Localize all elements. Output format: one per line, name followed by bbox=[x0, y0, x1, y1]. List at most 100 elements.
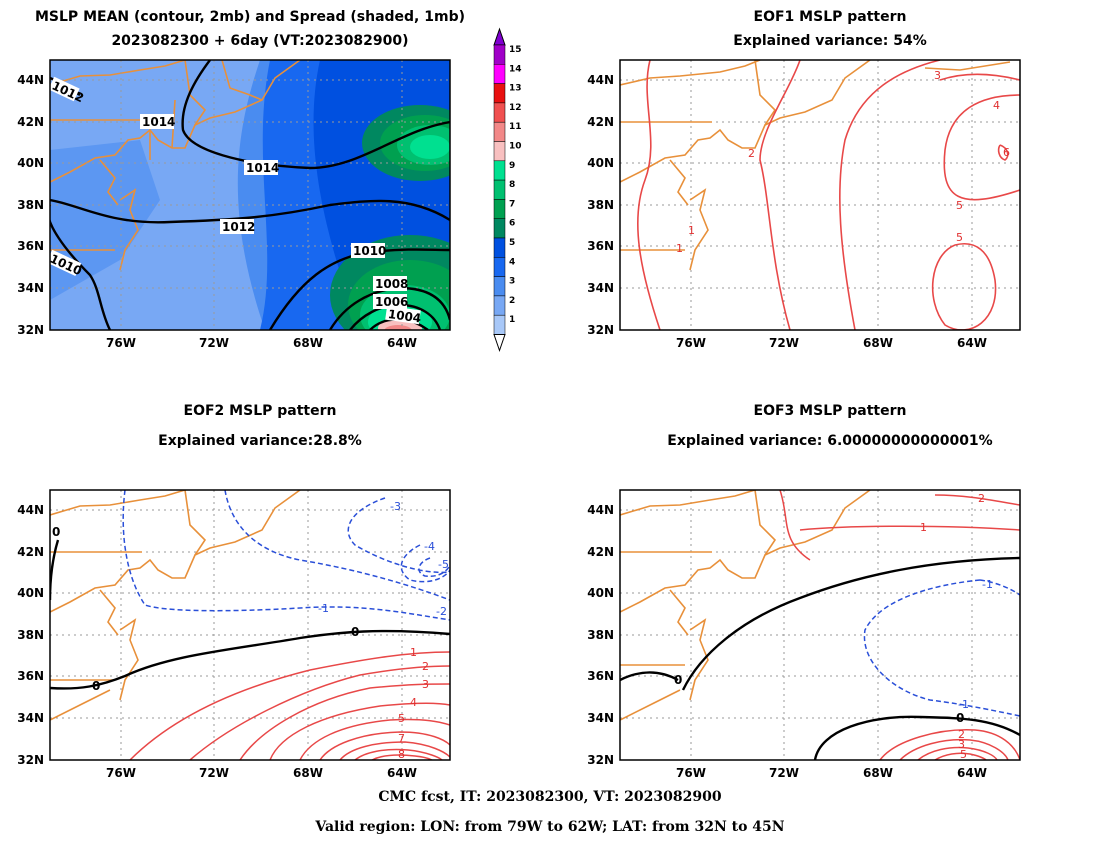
lat-tick: 40N bbox=[587, 586, 614, 600]
contour-label: 1 bbox=[676, 242, 683, 255]
lat-tick: 34N bbox=[587, 281, 614, 295]
lat-tick: 40N bbox=[17, 156, 44, 170]
lon-tick: 64W bbox=[957, 766, 987, 780]
contour-label: 2 bbox=[422, 660, 429, 673]
lat-tick: 42N bbox=[17, 545, 44, 559]
contour-label: 5 bbox=[960, 748, 967, 761]
panel2-title-line1: EOF1 MSLP pattern bbox=[753, 9, 907, 25]
panel1-title-line2: 2023082300 + 6day (VT:2023082900) bbox=[111, 33, 409, 49]
lat-tick: 38N bbox=[587, 198, 614, 212]
panel4-coastlines bbox=[620, 490, 871, 721]
lat-tick: 42N bbox=[587, 115, 614, 129]
lon-tick: 68W bbox=[863, 766, 893, 780]
contour-label: 5 bbox=[956, 199, 963, 212]
panel4-frame bbox=[619, 489, 1021, 761]
contour-label: 5 bbox=[398, 712, 405, 725]
lat-tick: 38N bbox=[17, 198, 44, 212]
lat-tick: 40N bbox=[17, 586, 44, 600]
contour-label: 1 bbox=[688, 224, 695, 237]
panel3-eof-contours bbox=[50, 490, 450, 760]
colorbar-swatch bbox=[493, 179, 506, 200]
contour-label: 1 bbox=[920, 521, 927, 534]
panel2-lat-ticks: 44N 42N 40N 38N 36N 34N 32N bbox=[587, 73, 614, 337]
colorbar-swatch bbox=[493, 102, 506, 123]
colorbar-label: 2 bbox=[509, 296, 515, 306]
lon-tick: 72W bbox=[199, 336, 229, 350]
panel3-grid bbox=[50, 490, 450, 760]
colorbar-label: 6 bbox=[509, 219, 515, 229]
panel2-map: 3 4 5 5 6 2 1 1 44N 42N 40N 38N 36N 34N … bbox=[587, 59, 1021, 350]
colorbar-swatch bbox=[493, 314, 506, 335]
panel1-contour-labels: 1012 1014 1014 1012 1010 1010 1008 1006 … bbox=[46, 76, 422, 326]
contour-label: 1004 bbox=[387, 307, 422, 326]
contour-label: -1 bbox=[318, 602, 329, 615]
panel3-contour-labels: 0 0 0 -1 -2 -3 -4 -5 1 2 3 4 5 7 8 bbox=[52, 500, 449, 761]
contour-label: -1 bbox=[982, 578, 993, 591]
lon-tick: 76W bbox=[676, 766, 706, 780]
lat-tick: 38N bbox=[17, 628, 44, 642]
lat-tick: 32N bbox=[587, 753, 614, 767]
panel3-frame bbox=[49, 489, 451, 761]
panel2-lon-ticks: 76W 72W 68W 64W bbox=[676, 336, 987, 350]
colorbar-swatch bbox=[493, 141, 506, 162]
colorbar-label: 1 bbox=[509, 315, 515, 325]
panel3-map: 0 0 0 -1 -2 -3 -4 -5 1 2 3 4 5 7 8 44N 4… bbox=[17, 489, 451, 780]
colorbar-label: 14 bbox=[509, 64, 522, 74]
panel1-lon-ticks: 76W 72W 68W 64W bbox=[106, 336, 417, 350]
lon-tick: 64W bbox=[387, 766, 417, 780]
lon-tick: 68W bbox=[863, 336, 893, 350]
contour-label: 1014 bbox=[246, 161, 279, 175]
lon-tick: 72W bbox=[199, 766, 229, 780]
panel4-contour-labels: 0 0 -1 -1 1 2 2 3 5 bbox=[674, 492, 993, 761]
contour-label: 1008 bbox=[375, 277, 408, 291]
lat-tick: 44N bbox=[17, 73, 44, 87]
contour-label: 8 bbox=[398, 748, 405, 761]
contour-label: 0 bbox=[92, 679, 100, 693]
contour-label: 3 bbox=[934, 69, 941, 82]
lat-tick: 42N bbox=[17, 115, 44, 129]
lon-tick: 72W bbox=[769, 766, 799, 780]
panel3-lon-ticks: 76W 72W 68W 64W bbox=[106, 766, 417, 780]
lat-tick: 38N bbox=[587, 628, 614, 642]
panel3-title-line1: EOF2 MSLP pattern bbox=[183, 403, 337, 419]
colorbar-label: 4 bbox=[509, 257, 515, 267]
colorbar-swatch bbox=[493, 295, 506, 316]
panel4-eof-contours bbox=[620, 490, 1020, 760]
colorbar-label: 12 bbox=[509, 103, 522, 113]
contour-label: 5 bbox=[956, 231, 963, 244]
panel2-contour-labels: 3 4 5 5 6 2 1 1 bbox=[676, 69, 1010, 255]
lat-tick: 44N bbox=[17, 503, 44, 517]
colorbar-label: 8 bbox=[509, 180, 515, 190]
contour-label: 0 bbox=[52, 525, 60, 539]
panel4-lon-ticks: 76W 72W 68W 64W bbox=[676, 766, 987, 780]
lat-tick: 44N bbox=[587, 503, 614, 517]
colorbar-swatch bbox=[493, 121, 506, 142]
contour-label: -3 bbox=[390, 500, 401, 513]
colorbar-swatch bbox=[493, 160, 506, 181]
contour-label: 2 bbox=[978, 492, 985, 505]
lat-tick: 34N bbox=[17, 281, 44, 295]
colorbar-swatch bbox=[493, 199, 506, 219]
contour-label: 4 bbox=[993, 99, 1000, 112]
contour-label: 2 bbox=[958, 728, 965, 741]
colorbar-label: 5 bbox=[509, 238, 515, 248]
panel4-title-line1: EOF3 MSLP pattern bbox=[753, 403, 907, 419]
contour-label: -1 bbox=[958, 698, 969, 711]
colorbar-swatch bbox=[493, 44, 506, 65]
contour-label: 0 bbox=[956, 711, 964, 725]
panel3-title-line2: Explained variance:28.8% bbox=[158, 433, 362, 449]
panel1-title-line1: MSLP MEAN (contour, 2mb) and Spread (sha… bbox=[35, 9, 465, 25]
colorbar-swatch bbox=[493, 276, 506, 297]
contour-label: -5 bbox=[438, 558, 449, 571]
panel3-lat-ticks: 44N 42N 40N 38N 36N 34N 32N bbox=[17, 503, 44, 767]
colorbar-arrow-bottom bbox=[493, 334, 506, 353]
contour-label: 0 bbox=[674, 673, 682, 687]
lon-tick: 68W bbox=[293, 336, 323, 350]
panel4-map: 0 0 -1 -1 1 2 2 3 5 44N 42N 40N 38N 36N … bbox=[587, 489, 1021, 780]
colorbar-label: 7 bbox=[509, 199, 515, 209]
lat-tick: 36N bbox=[17, 669, 44, 683]
panel2-frame bbox=[619, 59, 1021, 331]
colorbar-swatch bbox=[493, 237, 506, 258]
colorbar-swatch bbox=[493, 83, 506, 104]
